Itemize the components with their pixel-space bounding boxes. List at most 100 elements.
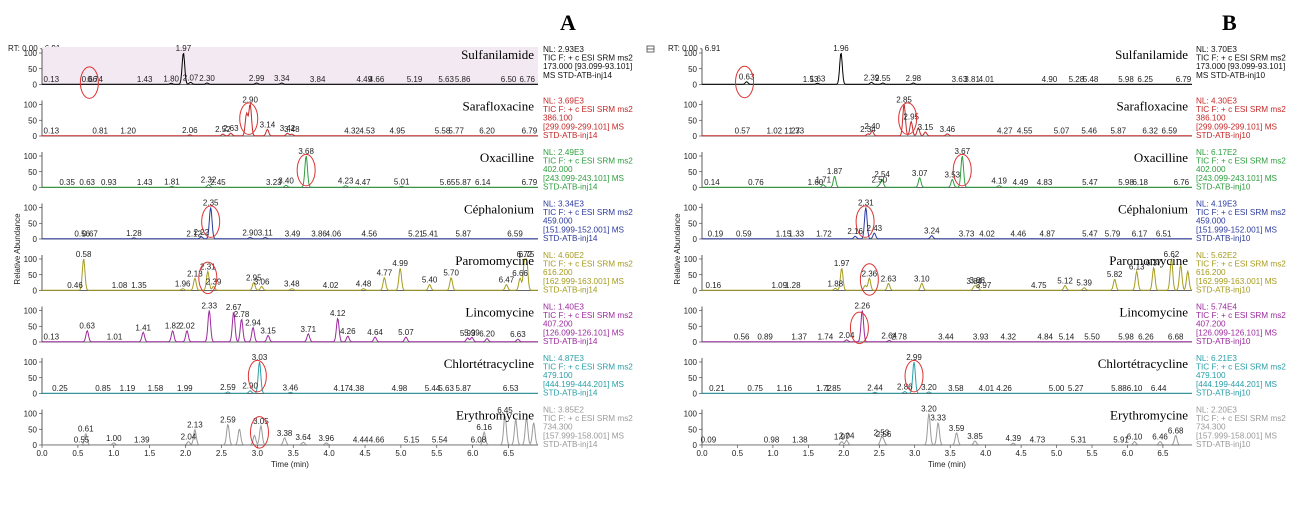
x-tick-label: 3.0 (909, 449, 921, 458)
peak-label: 3.48 (284, 280, 300, 289)
peak-label: 4.39 (1006, 434, 1022, 443)
peak-label: 6.32 (1142, 127, 1158, 136)
peak-label: 2.64 (881, 331, 897, 340)
highlight-ellipse (296, 153, 316, 187)
trace-line (702, 155, 1192, 188)
peak-label: 3.15 (260, 326, 276, 335)
peak-label: 2.31 (858, 199, 874, 208)
peak-label: 4.44 (353, 436, 369, 445)
peak-label: 2.54 (874, 170, 890, 179)
info-line: TIC F: + c ESI SRM ms2 (1196, 311, 1286, 320)
y-tick-label: 0 (33, 287, 38, 296)
peak-label: 2.99 (906, 353, 922, 362)
y-tick-label: 100 (24, 204, 38, 213)
peak-label: 4.90 (1042, 75, 1058, 84)
peak-label: 2.13 (187, 269, 203, 278)
compound-name: Sulfanilamide (461, 47, 534, 62)
peak-label: 1.28 (126, 229, 142, 238)
peak-label: 5.48 (1083, 75, 1099, 84)
trace-6: 0 50 100 0.21 0.75 1.16 1.721.85 2.44 2.86 2.99 3.… (684, 353, 1287, 399)
peak-label: 4.56 (362, 230, 378, 239)
peak-label: 4.38 (349, 384, 365, 393)
peak-label: 6.13 (1129, 262, 1145, 271)
peak-label: 5.65 (440, 178, 456, 187)
peak-label: 4.83 (1037, 178, 1053, 187)
peak-label: 0.85 (95, 384, 111, 393)
info-line: STD-ATB-inj14 (543, 337, 598, 346)
compound-name: Chlortétracycline (1098, 356, 1188, 371)
info-line: NL: 2.20E3 (1196, 406, 1237, 415)
peak-label: 0.25 (52, 384, 68, 393)
peak-label: 1.37 (791, 333, 807, 342)
y-axis-label: Relative Abundance (673, 213, 682, 285)
x-tick-label: 4.0 (324, 449, 336, 458)
peak-label: 5.93 (460, 329, 476, 338)
info-line: STD-ATB-inj10 (1196, 285, 1251, 294)
peak-label: 5.07 (1054, 127, 1070, 136)
peak-label: 5.00 (1049, 384, 1065, 393)
peak-label: 0.56 (74, 230, 90, 239)
peak-label: 4.53 (359, 127, 375, 136)
peak-label: 5.14 (1059, 333, 1075, 342)
y-tick-label: 0 (693, 441, 698, 450)
y-tick-label: 50 (28, 65, 37, 74)
peak-label: 4.87 (1040, 230, 1056, 239)
peak-label: 3.97 (976, 281, 992, 290)
peak-label: 3.48 (284, 125, 300, 134)
info-line: [157.999-158.001] MS (1196, 431, 1278, 440)
peak-label: 6.37 (1146, 259, 1162, 268)
peak-label: 6.45 (497, 406, 513, 415)
peak-label: 6.46 (1152, 433, 1168, 442)
trace-0: 0 50 100 0.13 0.660.74 1.43 1.80 1.97 2.07 2.30 2.… (24, 44, 633, 99)
y-tick-label: 0 (33, 441, 38, 450)
peak-label: 1.99 (177, 384, 193, 393)
x-tick-label: 3.5 (288, 449, 300, 458)
peak-label: 6.68 (1168, 333, 1184, 342)
chart-title-a: A (560, 10, 576, 35)
trace-2: 0 50 100 0.14 0.76 1.601.711.87 2.502.54 3.07 3.… (684, 147, 1287, 193)
peak-label: 1.96 (833, 44, 849, 53)
highlight-ellipse (898, 102, 918, 135)
info-line: TIC F: + c ESI SRM ms2 (543, 105, 633, 114)
peak-label: 1.97 (176, 44, 192, 53)
peak-label: 2.40 (864, 122, 880, 131)
trace-line (702, 104, 1192, 137)
compound-name: Sulfanilamide (1115, 47, 1188, 62)
peak-label: 1.71 (815, 176, 831, 185)
x-tick-label: 2.5 (874, 449, 886, 458)
info-line: 173.000 [93.099-93.101] (543, 62, 632, 71)
peak-label: 5.19 (407, 75, 423, 84)
peak-label: 1.81 (164, 177, 180, 186)
peak-label: 2.56 (876, 430, 892, 439)
y-tick-label: 100 (684, 152, 698, 161)
peak-label: 0.14 (704, 178, 720, 187)
peak-label: 5.99 (464, 328, 480, 337)
info-line: NL: 5.62E2 (1196, 251, 1237, 260)
compound-name: Lincomycine (465, 305, 534, 320)
peak-label: 6.51 (1156, 230, 1172, 239)
peak-label: 3.86 (311, 230, 327, 239)
peak-label: 5.44 (425, 384, 441, 393)
peak-label: 5.31 (1071, 436, 1087, 445)
y-tick-label: 100 (24, 410, 38, 419)
x-tick-label: 0.0 (36, 449, 48, 458)
peak-label: 3.68 (298, 147, 314, 156)
peak-label: 4.49 (357, 75, 373, 84)
x-tick-label: 1.5 (803, 449, 815, 458)
peak-label: 1.53 (803, 75, 819, 84)
info-line: [299.099-299.101] MS (1196, 122, 1278, 131)
peak-label: 0.89 (757, 333, 773, 342)
pin-icon[interactable] (646, 45, 655, 53)
peak-label: 5.87 (1110, 127, 1126, 136)
peak-label: 1.16 (776, 384, 792, 393)
info-line: TIC F: + c ESI SRM ms2 (1196, 54, 1286, 63)
peak-label: 1.72 (816, 384, 832, 393)
y-tick-label: 100 (684, 204, 698, 213)
peak-label: 4.75 (1031, 281, 1047, 290)
x-axis-label: Time (min) (271, 460, 309, 469)
peak-label: 4.46 (1010, 230, 1026, 239)
peak-label: 3.53 (945, 170, 961, 179)
peak-label: 2.04 (839, 331, 855, 340)
x-tick-label: 0.5 (732, 449, 744, 458)
